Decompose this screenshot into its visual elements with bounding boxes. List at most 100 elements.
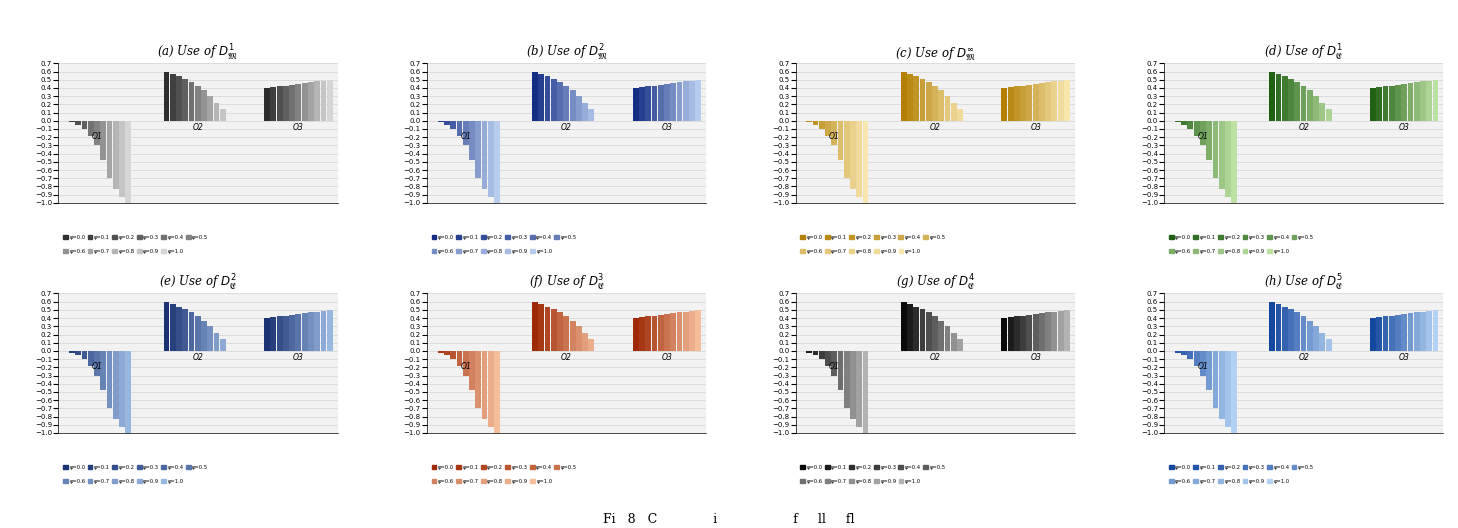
- Text: O1: O1: [830, 133, 840, 142]
- Text: O3: O3: [293, 123, 305, 132]
- Bar: [462, 351, 468, 375]
- Bar: [1401, 314, 1407, 351]
- Bar: [283, 316, 289, 351]
- Bar: [1433, 310, 1439, 351]
- Bar: [1376, 87, 1382, 121]
- Bar: [1002, 88, 1007, 121]
- Bar: [213, 103, 219, 121]
- Bar: [1007, 317, 1013, 351]
- Bar: [207, 326, 213, 351]
- Bar: [658, 84, 663, 121]
- Bar: [557, 82, 563, 121]
- Bar: [1194, 121, 1200, 136]
- Legend: φ=0.6, φ=0.7, φ=0.8, φ=0.9, φ=1.0: φ=0.6, φ=0.7, φ=0.8, φ=0.9, φ=1.0: [798, 247, 923, 256]
- Bar: [1219, 351, 1225, 419]
- Bar: [863, 121, 869, 203]
- Bar: [1225, 121, 1231, 197]
- Bar: [277, 316, 283, 351]
- Bar: [1057, 310, 1063, 351]
- Bar: [1382, 316, 1388, 351]
- Bar: [913, 307, 919, 351]
- Bar: [538, 74, 544, 121]
- Bar: [1057, 81, 1063, 121]
- Bar: [87, 351, 93, 366]
- Bar: [956, 340, 962, 351]
- Bar: [1064, 310, 1070, 351]
- Bar: [806, 121, 812, 122]
- Bar: [1433, 80, 1439, 121]
- Bar: [494, 351, 500, 433]
- Bar: [663, 314, 669, 351]
- Bar: [264, 88, 270, 121]
- Bar: [690, 81, 695, 121]
- Bar: [1306, 90, 1312, 121]
- Bar: [538, 304, 544, 351]
- Bar: [1032, 84, 1038, 121]
- Bar: [195, 316, 201, 351]
- Bar: [456, 351, 462, 366]
- Bar: [469, 351, 475, 390]
- Bar: [1389, 86, 1395, 121]
- Bar: [652, 316, 658, 351]
- Bar: [176, 77, 182, 121]
- Bar: [1325, 109, 1331, 121]
- Bar: [437, 351, 443, 353]
- Bar: [296, 314, 302, 351]
- Bar: [82, 351, 87, 359]
- Bar: [264, 318, 270, 351]
- Bar: [663, 84, 669, 121]
- Legend: φ=0.6, φ=0.7, φ=0.8, φ=0.9, φ=1.0: φ=0.6, φ=0.7, φ=0.8, φ=0.9, φ=1.0: [430, 247, 554, 256]
- Bar: [1289, 79, 1293, 121]
- Bar: [1407, 83, 1413, 121]
- Bar: [563, 86, 569, 121]
- Bar: [1021, 316, 1026, 351]
- Text: O1: O1: [461, 362, 471, 371]
- Bar: [201, 320, 207, 351]
- Text: O1: O1: [830, 362, 840, 371]
- Bar: [182, 79, 188, 121]
- Bar: [271, 87, 276, 121]
- Bar: [1206, 121, 1212, 160]
- Bar: [532, 301, 538, 351]
- Bar: [277, 87, 283, 121]
- Text: O1: O1: [92, 133, 102, 142]
- Bar: [69, 121, 74, 122]
- Bar: [488, 121, 494, 197]
- Title: (b) Use of $D_{\mathfrak{M}}^2$: (b) Use of $D_{\mathfrak{M}}^2$: [526, 43, 608, 63]
- Bar: [120, 121, 125, 197]
- Bar: [451, 121, 456, 129]
- Bar: [1219, 121, 1225, 189]
- Bar: [87, 121, 93, 136]
- Bar: [475, 121, 481, 178]
- Text: O2: O2: [1299, 353, 1309, 362]
- Bar: [315, 81, 321, 121]
- Bar: [101, 121, 106, 160]
- Bar: [956, 109, 962, 121]
- Text: O3: O3: [293, 353, 305, 362]
- Bar: [1213, 351, 1219, 408]
- Bar: [856, 351, 862, 427]
- Bar: [932, 316, 937, 351]
- Bar: [1013, 87, 1019, 121]
- Bar: [437, 121, 443, 122]
- Bar: [169, 304, 175, 351]
- Legend: φ=0.6, φ=0.7, φ=0.8, φ=0.9, φ=1.0: φ=0.6, φ=0.7, φ=0.8, φ=0.9, φ=1.0: [798, 477, 923, 486]
- Title: (f) Use of $D_{\mathfrak{E}}^3$: (f) Use of $D_{\mathfrak{E}}^3$: [529, 274, 605, 294]
- Bar: [1414, 82, 1420, 121]
- Bar: [1295, 82, 1301, 121]
- Bar: [945, 326, 951, 351]
- Bar: [1187, 121, 1193, 129]
- Bar: [532, 72, 538, 121]
- Text: O2: O2: [561, 353, 572, 362]
- Bar: [695, 310, 701, 351]
- Bar: [283, 86, 289, 121]
- Bar: [690, 310, 695, 351]
- Title: (e) Use of $D_{\mathfrak{E}}^2$: (e) Use of $D_{\mathfrak{E}}^2$: [159, 274, 238, 294]
- Bar: [1319, 103, 1325, 121]
- Bar: [856, 121, 862, 197]
- Bar: [163, 72, 169, 121]
- Bar: [101, 351, 106, 390]
- Bar: [1051, 81, 1057, 121]
- Bar: [1306, 320, 1312, 351]
- Bar: [907, 304, 913, 351]
